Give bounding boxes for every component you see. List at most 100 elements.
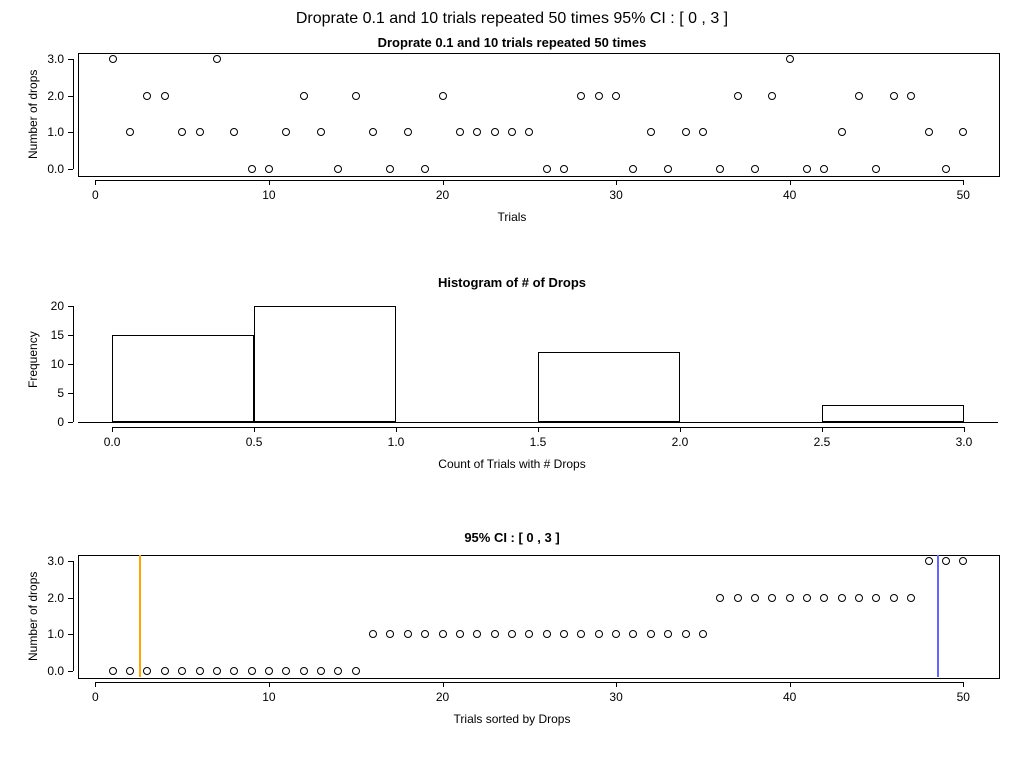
histogram-ytick-label: 5 [38, 386, 64, 400]
scatter_trials-point [595, 92, 603, 100]
scatter_trials-point [629, 165, 637, 173]
sorted_ci-point [386, 630, 394, 638]
scatter_trials-x-axis [95, 180, 963, 181]
scatter_trials-ytick-mark [68, 169, 73, 170]
sorted_ci-point [925, 557, 933, 565]
sorted_ci-point [265, 667, 273, 675]
histogram-bar [538, 352, 680, 422]
histogram-ytick-label: 0 [38, 415, 64, 429]
sorted_ci-point [230, 667, 238, 675]
sorted_ci-point [595, 630, 603, 638]
sorted_ci-point [178, 667, 186, 675]
sorted_ci-xtick-mark [790, 682, 791, 687]
scatter_trials-point [699, 128, 707, 136]
sorted_ci-ci-line [937, 555, 939, 677]
sorted_ci-xtick-label: 30 [609, 690, 622, 704]
sorted_ci-ytick-label: 2.0 [38, 591, 64, 605]
sorted_ci-point [300, 667, 308, 675]
sorted_ci-point [612, 630, 620, 638]
sorted_ci-point [682, 630, 690, 638]
sorted_ci-xtick-mark [95, 682, 96, 687]
scatter_trials-point [230, 128, 238, 136]
sorted_ci-ytick-label: 0.0 [38, 664, 64, 678]
sorted_ci-point [404, 630, 412, 638]
scatter_trials-xtick-label: 30 [609, 188, 622, 202]
histogram-xtick-label: 1.0 [388, 435, 405, 449]
sorted_ci-y-axis [73, 561, 74, 672]
sorted_ci-point [560, 630, 568, 638]
histogram-xtick-label: 0.0 [104, 435, 121, 449]
scatter_trials-point [838, 128, 846, 136]
histogram-bar [112, 335, 254, 422]
sorted_ci-point [890, 594, 898, 602]
sorted_ci-point [456, 630, 464, 638]
sorted_ci-point [786, 594, 794, 602]
sorted_ci-xtick-label: 40 [783, 690, 796, 704]
sorted_ci-point [855, 594, 863, 602]
sorted_ci-point [369, 630, 377, 638]
histogram-ytick-mark [68, 306, 73, 307]
scatter_trials-point [820, 165, 828, 173]
scatter_trials-point [213, 55, 221, 63]
scatter_trials-point [491, 128, 499, 136]
sorted_ci-point [647, 630, 655, 638]
scatter_trials-point [942, 165, 950, 173]
sorted_ci-point [334, 667, 342, 675]
histogram-ytick-mark [68, 422, 73, 423]
histogram-ytick-label: 20 [38, 299, 64, 313]
histogram-bar [254, 306, 396, 422]
scatter_trials-xtick-mark [790, 180, 791, 185]
histogram-ytick-mark [68, 393, 73, 394]
sorted_ci-point [699, 630, 707, 638]
sorted_ci-point [421, 630, 429, 638]
scatter_trials-point [386, 165, 394, 173]
scatter_trials-point [282, 128, 290, 136]
sorted_ci-point [664, 630, 672, 638]
scatter_trials-point [872, 165, 880, 173]
sorted_ci-point [803, 594, 811, 602]
sorted_ci-point [109, 667, 117, 675]
scatter_trials-point [126, 128, 134, 136]
scatter_trials-xtick-label: 10 [262, 188, 275, 202]
scatter_trials-ytick-label: 3.0 [38, 52, 64, 66]
histogram-ytick-mark [68, 364, 73, 365]
scatter_trials-point [196, 128, 204, 136]
sorted_ci-point [768, 594, 776, 602]
scatter_trials-ytick-label: 2.0 [38, 89, 64, 103]
scatter_trials-frame [78, 53, 1000, 177]
scatter_trials-point [369, 128, 377, 136]
scatter_trials-xtick-mark [963, 180, 964, 185]
histogram-xtick-label: 0.5 [246, 435, 263, 449]
sorted_ci-ytick-mark [68, 671, 73, 672]
scatter_trials-title: Droprate 0.1 and 10 trials repeated 50 t… [0, 35, 1024, 50]
scatter_trials-point [404, 128, 412, 136]
sorted_ci-ytick-mark [68, 598, 73, 599]
histogram-bar [822, 405, 964, 422]
scatter_trials-ytick-mark [68, 59, 73, 60]
scatter_trials-point [317, 128, 325, 136]
sorted_ci-point [439, 630, 447, 638]
sorted_ci-xtick-mark [269, 682, 270, 687]
sorted_ci-ytick-label: 1.0 [38, 627, 64, 641]
sorted_ci-point [907, 594, 915, 602]
scatter_trials-point [907, 92, 915, 100]
sorted_ci-point [473, 630, 481, 638]
sorted_ci-xtick-mark [616, 682, 617, 687]
scatter_trials-point [925, 128, 933, 136]
sorted_ci-point [248, 667, 256, 675]
sorted_ci-xtick-mark [963, 682, 964, 687]
scatter_trials-point [439, 92, 447, 100]
scatter_trials-point [473, 128, 481, 136]
sorted_ci-ytick-mark [68, 634, 73, 635]
sorted_ci-point [317, 667, 325, 675]
scatter_trials-ytick-mark [68, 96, 73, 97]
sorted_ci-xtick-mark [443, 682, 444, 687]
scatter_trials-ytick-mark [68, 132, 73, 133]
scatter_trials-xtick-label: 40 [783, 188, 796, 202]
scatter_trials-point [525, 128, 533, 136]
scatter_trials-point [716, 165, 724, 173]
scatter_trials-xlabel: Trials [0, 210, 1024, 224]
sorted_ci-ytick-mark [68, 561, 73, 562]
scatter_trials-point [334, 165, 342, 173]
scatter_trials-point [890, 92, 898, 100]
